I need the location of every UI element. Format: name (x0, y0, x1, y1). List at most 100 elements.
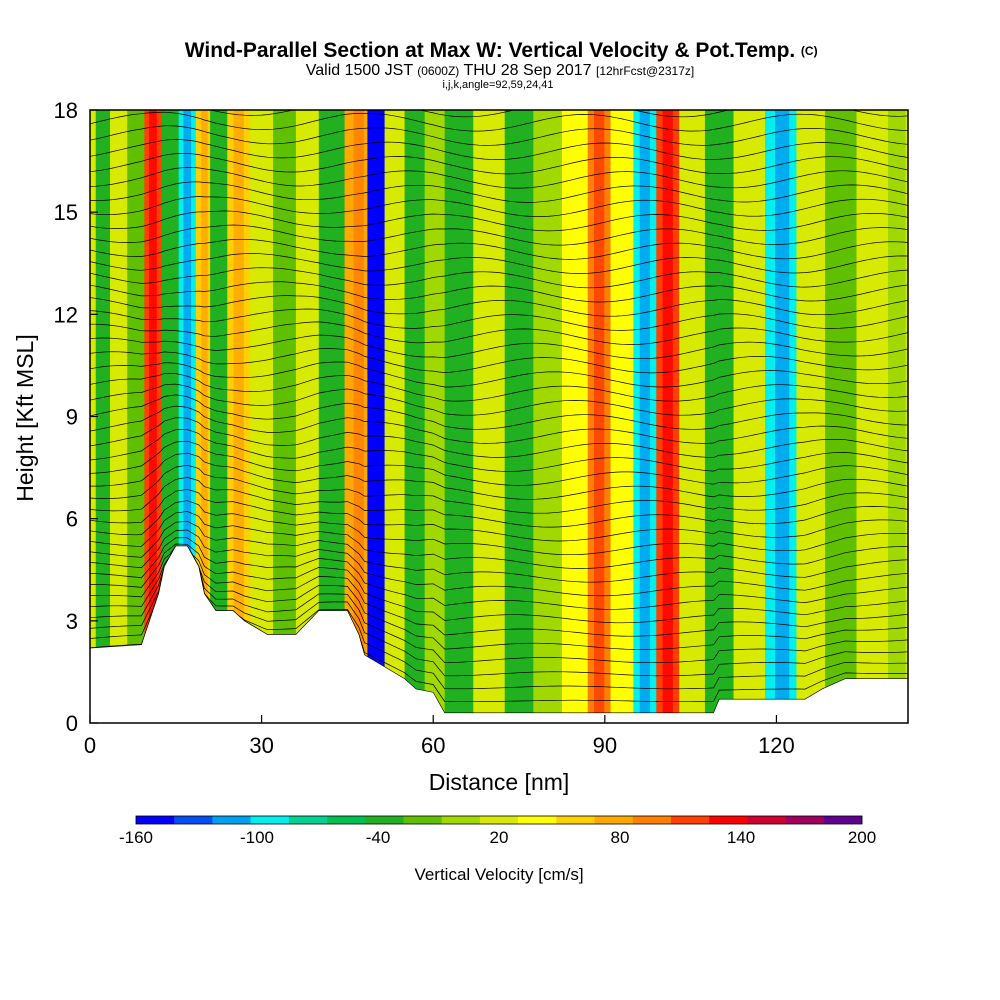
colorbar-swatch (747, 816, 786, 824)
theta-contour (90, 295, 908, 317)
theta-contour (90, 321, 908, 345)
theta-contour (90, 153, 908, 175)
y-tick-label: 12 (54, 302, 78, 327)
terrain (90, 545, 908, 723)
colorbar-tick-label: 20 (490, 828, 509, 847)
theta-contour (90, 361, 908, 388)
colorbar-swatch (136, 816, 175, 824)
theta-contour (90, 139, 908, 160)
colorbar-tick-label: -160 (119, 828, 153, 847)
theta-contour (90, 308, 908, 331)
theta-contour (90, 167, 908, 189)
theta-contour (90, 520, 908, 583)
theta-contour (90, 464, 908, 514)
colorbar-swatch (709, 816, 748, 824)
copyright-mark: (C) (801, 44, 818, 58)
colorbar-swatch (670, 816, 710, 824)
velocity-column (733, 110, 766, 723)
theta-contour (90, 405, 908, 444)
velocity-column (424, 110, 446, 723)
theta-contour (90, 267, 908, 289)
velocity-column (110, 110, 128, 723)
velocity-column (610, 110, 634, 723)
y-axis: 0 3 6 9 12 15 18 (54, 98, 98, 736)
velocity-core (593, 110, 605, 723)
theta-contour (90, 238, 908, 260)
velocity-core (183, 110, 192, 723)
theta-contour (209, 110, 908, 118)
theta-contour (90, 545, 908, 677)
colorbar-swatch (479, 816, 519, 824)
velocity-core (233, 110, 244, 723)
colorbar-label: Vertical Velocity [cm/s] (414, 865, 583, 884)
colorbar-swatch (785, 816, 825, 824)
colorbar-tick-label: 80 (611, 828, 630, 847)
velocity-column (210, 110, 228, 723)
velocity-column (384, 110, 406, 723)
subtitle-utc: (0600Z) (417, 64, 459, 78)
theta-contour (90, 452, 908, 500)
velocity-column (95, 110, 111, 723)
theta-contour (90, 545, 908, 664)
velocity-column (273, 110, 297, 723)
velocity-core (372, 110, 380, 723)
theta-contour (90, 477, 908, 528)
theta-contour (90, 224, 908, 246)
theta-contour (90, 488, 908, 542)
velocity-column (504, 110, 534, 723)
velocity-column (825, 110, 858, 723)
grid-info: i,j,k,angle=92,59,24,41 (442, 79, 553, 91)
x-axis: 0 30 60 90 120 (84, 715, 795, 758)
colorbar-swatch (823, 816, 863, 824)
x-tick-label: 120 (758, 733, 795, 758)
colorbar-tick-label: 200 (848, 828, 876, 847)
chart-subtitle: Valid 1500 JST (0600Z) THU 28 Sep 2017 [… (306, 62, 694, 79)
subtitle-forecast: [12hrFcst@2317z] (596, 64, 694, 78)
theta-contour (90, 348, 908, 374)
colorbar-swatch (250, 816, 290, 824)
colorbar-swatch (174, 816, 213, 824)
theta-contour (90, 511, 908, 569)
colorbar (135, 815, 863, 825)
velocity-core (149, 110, 157, 723)
x-tick-label: 0 (84, 733, 96, 758)
theta-contour (90, 383, 908, 416)
colorbar-swatch (518, 816, 557, 824)
colorbar-tick-label: 140 (727, 828, 755, 847)
colorbar-tick-label: -40 (366, 828, 391, 847)
y-tick-label: 6 (66, 507, 78, 532)
y-tick-label: 3 (66, 609, 78, 634)
theta-contour (90, 196, 908, 217)
colorbar-swatch (403, 816, 442, 824)
velocity-core (353, 110, 365, 723)
velocity-column (444, 110, 474, 723)
colorbar-swatch (212, 816, 251, 824)
x-tick-label: 60 (421, 733, 445, 758)
theta-contour (90, 334, 908, 360)
x-axis-label: Distance [nm] (429, 769, 570, 795)
colorbar-frame (135, 815, 863, 825)
velocity-column (250, 110, 274, 723)
velocity-column (704, 110, 735, 723)
y-tick-label: 9 (66, 405, 78, 430)
theta-contour (90, 111, 908, 132)
colorbar-swatch (632, 816, 672, 824)
velocity-core (775, 110, 790, 723)
y-tick-label: 0 (66, 711, 78, 736)
chart-title: Wind-Parallel Section at Max W: Vertical… (185, 39, 796, 62)
theta-contour (90, 529, 908, 597)
colorbar-ticks: -160 -100 -40 20 80 140 200 (119, 828, 876, 847)
velocity-column (404, 110, 426, 723)
colorbar-swatch (288, 816, 328, 824)
subtitle-date: THU 28 Sep 2017 (463, 62, 591, 79)
velocity-column (887, 110, 906, 723)
theta-contour (90, 429, 908, 472)
theta-contour (90, 500, 908, 556)
colorbar-swatch (594, 816, 634, 824)
theta-contour (90, 545, 908, 637)
theta-contour (90, 543, 908, 624)
velocity-column (796, 110, 826, 723)
theta-contour (90, 417, 908, 458)
velocity-column (856, 110, 889, 723)
